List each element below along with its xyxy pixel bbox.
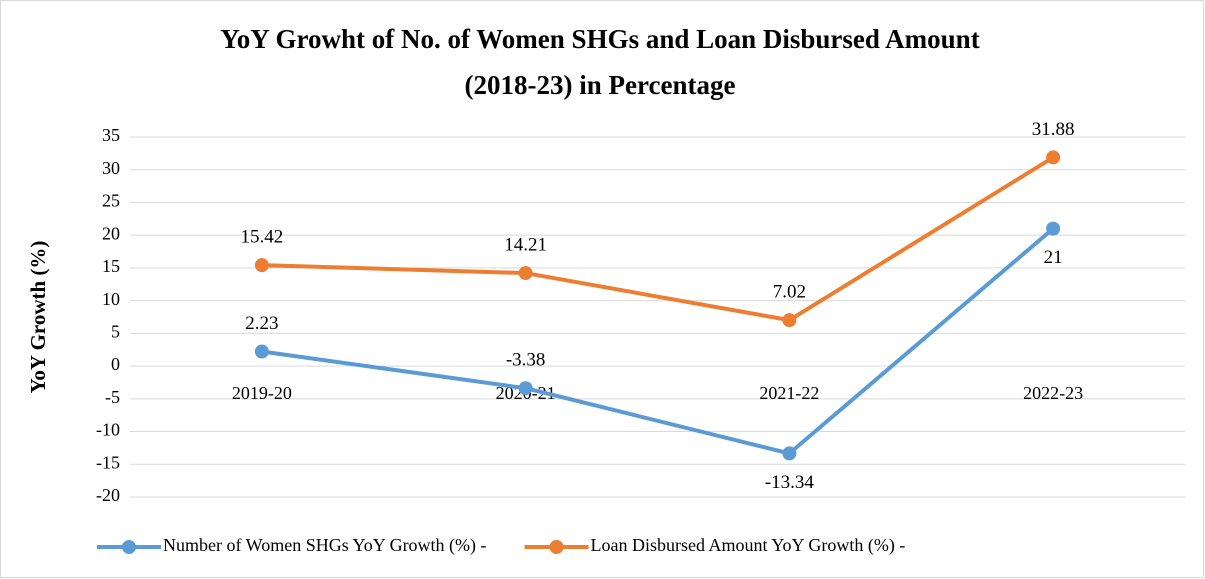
- y-tick-label: 10: [102, 289, 120, 309]
- data-point: [518, 266, 533, 281]
- y-tick-label: -10: [96, 420, 120, 440]
- y-tick-label: 30: [102, 158, 120, 178]
- y-tick-label: -15: [96, 452, 120, 472]
- legend-marker: [122, 540, 136, 554]
- legend-marker: [549, 540, 564, 554]
- x-tick-label: 2022-23: [1023, 383, 1083, 403]
- y-tick-label: 15: [102, 256, 120, 276]
- data-label: 2.23: [245, 313, 278, 334]
- data-label: 14.21: [504, 234, 547, 255]
- legend-label: Loan Disbursed Amount YoY Growth (%) -: [591, 535, 906, 556]
- chart-title: YoY Growht of No. of Women SHGs and Loan…: [220, 24, 979, 54]
- data-point: [782, 313, 797, 328]
- series-line: [261, 227, 1055, 456]
- data-label: 15.42: [241, 227, 284, 248]
- series-line: [261, 155, 1055, 323]
- y-tick-label: 25: [102, 191, 120, 211]
- data-point: [518, 381, 533, 396]
- y-tick-label: 0: [111, 354, 120, 374]
- y-tick-label: 20: [102, 223, 120, 243]
- chart-title: (2018-23) in Percentage: [465, 70, 736, 100]
- data-point: [1046, 221, 1061, 236]
- x-tick-label: 2021-22: [759, 383, 819, 403]
- y-axis-label: YoY Growth (%): [26, 241, 50, 394]
- data-label: 7.02: [773, 282, 806, 303]
- data-point: [782, 446, 797, 461]
- y-tick-label: -20: [96, 485, 120, 505]
- data-label: 31.88: [1032, 119, 1075, 140]
- data-point: [254, 344, 269, 359]
- y-tick-label: 35: [102, 125, 120, 145]
- y-tick-label: -5: [105, 387, 120, 407]
- data-label: -3.38: [506, 350, 546, 371]
- data-label: -13.34: [765, 472, 815, 493]
- legend-label: Number of Women SHGs YoY Growth (%) -: [163, 535, 487, 556]
- y-tick-label: 5: [111, 321, 120, 341]
- data-point: [254, 258, 269, 273]
- data-label: 21: [1044, 247, 1063, 268]
- x-tick-label: 2019-20: [232, 383, 292, 403]
- data-point: [1046, 150, 1061, 165]
